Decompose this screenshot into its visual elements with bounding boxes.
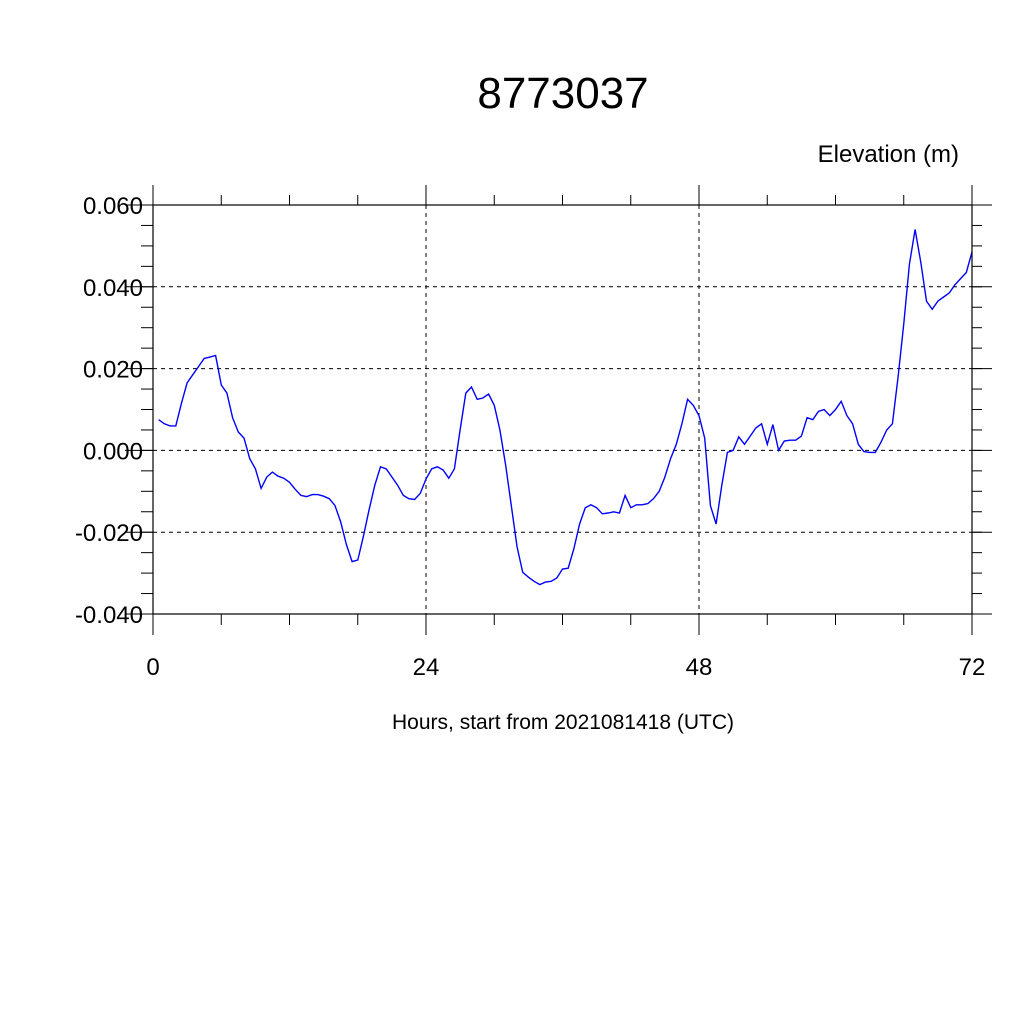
x-tick-label: 0	[146, 654, 159, 681]
x-tick-label: 72	[959, 654, 986, 681]
series-line	[158, 229, 973, 586]
x-axis-label: Hours, start from 2021081418 (UTC)	[392, 711, 734, 734]
y-tick-label: 0.040	[83, 275, 143, 302]
y-tick-label: 0.020	[83, 357, 143, 384]
y-tick-label: 0.000	[83, 438, 143, 465]
plot-frame	[152, 204, 973, 615]
y-axis-label: Elevation (m)	[818, 141, 959, 168]
x-tick-label: 24	[413, 654, 440, 681]
x-tick-label: 48	[686, 654, 713, 681]
axis-ticks	[125, 185, 992, 635]
y-tick-label: -0.020	[75, 520, 143, 547]
chart-title: 8773037	[477, 69, 648, 118]
y-tick-label: 0.060	[83, 193, 143, 220]
tick-labels: -0.040 -0.020 0.000 0.020 0.040 0.060 0 24 48 72	[75, 193, 985, 681]
y-tick-label: -0.040	[75, 602, 143, 629]
grid-lines	[153, 204, 972, 615]
